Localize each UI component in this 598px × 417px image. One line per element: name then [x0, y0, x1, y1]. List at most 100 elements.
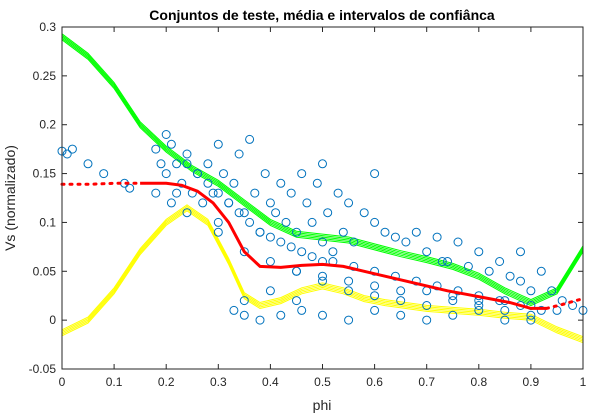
- scatter-point: [62, 149, 72, 159]
- lower-band-line: [61, 210, 584, 344]
- scatter-point: [344, 286, 354, 296]
- scatter-point: [193, 169, 202, 179]
- mean-curve-extrapolated-left: [60, 181, 142, 186]
- scatter-point: [318, 159, 327, 169]
- y-tick-label: 0.25: [33, 69, 57, 83]
- scatter-point: [349, 237, 359, 247]
- y-tick-label: 0.1: [39, 215, 56, 229]
- scatter-point: [526, 286, 536, 296]
- scatter-point: [271, 208, 281, 218]
- scatter-point: [453, 237, 463, 247]
- scatter-point: [344, 198, 354, 208]
- x-axis-ticks: 0 0.1 0.2 0.3 0.4 0.5 0.6 0.7 0.8 0.9 1: [59, 27, 587, 389]
- scatter-point: [250, 188, 260, 198]
- scatter-point: [203, 178, 213, 188]
- scatter-point: [547, 286, 557, 296]
- mean-curve: [140, 181, 547, 310]
- scatter-point: [229, 178, 239, 188]
- scatter-point: [161, 130, 171, 139]
- scatter-point: [255, 315, 265, 325]
- scatter-point: [166, 139, 176, 149]
- scatter-point: [286, 188, 296, 198]
- lower-band-line: [61, 208, 584, 342]
- scatter-point: [432, 232, 442, 242]
- scatter-point: [505, 271, 515, 281]
- scatter-point: [422, 247, 432, 257]
- upper-band-group: [61, 33, 584, 307]
- scatter-point: [156, 159, 166, 169]
- lower-band-line: [61, 207, 584, 341]
- scatter-point: [536, 305, 546, 315]
- scatter-point: [67, 144, 77, 154]
- scatter-point: [463, 261, 473, 271]
- scatter-point: [161, 169, 171, 179]
- scatter-point: [172, 159, 182, 169]
- x-tick-label: 0.3: [210, 375, 227, 389]
- scatter-point: [172, 188, 182, 198]
- scatter-point: [213, 139, 223, 149]
- scatter-point: [99, 169, 109, 179]
- y-tick-label: -0.05: [29, 362, 57, 376]
- x-tick-label: 0.2: [158, 375, 175, 389]
- scatter-point: [526, 310, 536, 320]
- y-axis-label: Vs (normalizado): [2, 145, 18, 251]
- scatter-point: [318, 237, 327, 247]
- scatter-point: [224, 198, 234, 208]
- scatter-point: [401, 237, 411, 247]
- scatter-point: [213, 188, 223, 198]
- scatter-point: [318, 276, 327, 286]
- scatter-point: [292, 227, 301, 237]
- scatter-point: [474, 301, 484, 310]
- y-tick-label: 0.3: [39, 20, 56, 34]
- scatter-point: [265, 232, 275, 242]
- scatter-point: [219, 169, 228, 179]
- plot-background: [62, 27, 583, 369]
- scatter-point: [495, 257, 505, 266]
- scatter-point: [307, 252, 317, 262]
- scatter-point: [328, 247, 338, 257]
- scatter-point: [411, 227, 421, 237]
- upper-band-line: [61, 34, 584, 302]
- x-tick-label: 0.4: [262, 375, 279, 389]
- x-axis-label: phi: [313, 397, 332, 413]
- x-tick-label: 0.7: [418, 375, 435, 389]
- scatter-point: [390, 232, 400, 242]
- scatter-point: [265, 286, 275, 296]
- scatter-point: [297, 247, 307, 257]
- scatter-point: [318, 310, 327, 320]
- scatter-point: [239, 208, 249, 218]
- scatter-point: [151, 144, 161, 154]
- scatter-point: [474, 247, 484, 257]
- scatter-point: [276, 310, 286, 320]
- scatter-point: [437, 257, 447, 266]
- scatter-point: [370, 169, 380, 179]
- x-tick-label: 0.5: [314, 375, 331, 389]
- scatter-point: [286, 242, 296, 252]
- scatter-point: [370, 281, 380, 291]
- y-tick-label: 0.2: [39, 118, 56, 132]
- scatter-point: [255, 227, 265, 237]
- scatter-point: [484, 266, 494, 276]
- scatter-point: [536, 266, 546, 276]
- x-tick-label: 0.9: [523, 375, 540, 389]
- scatter-point: [396, 286, 406, 296]
- scatter-point: [182, 149, 192, 159]
- scatter-point: [83, 159, 93, 169]
- scatter-point: [260, 169, 270, 179]
- scatter-point: [198, 198, 208, 208]
- scatter-point: [526, 315, 536, 325]
- scatter-point: [307, 217, 317, 227]
- x-tick-label: 0.6: [366, 375, 383, 389]
- y-tick-label: 0.15: [33, 167, 57, 181]
- mean-curve-extrapolated-right: [545, 297, 585, 310]
- mean-curve-group: [60, 181, 585, 310]
- scatter-point: [516, 276, 525, 286]
- scatter-point: [265, 198, 275, 208]
- scatter-point: [516, 247, 525, 257]
- scatter-point: [245, 134, 255, 144]
- y-tick-label: 0.05: [33, 264, 57, 278]
- scatter-points: [57, 130, 588, 325]
- upper-band-line: [61, 39, 584, 307]
